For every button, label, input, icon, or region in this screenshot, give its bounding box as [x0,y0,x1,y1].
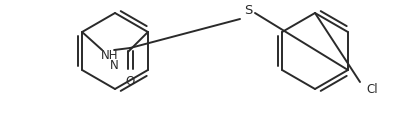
Text: S: S [244,3,252,16]
Text: Cl: Cl [366,83,378,96]
Text: NH: NH [101,49,119,62]
Text: O: O [125,75,135,88]
Text: N: N [110,59,118,72]
